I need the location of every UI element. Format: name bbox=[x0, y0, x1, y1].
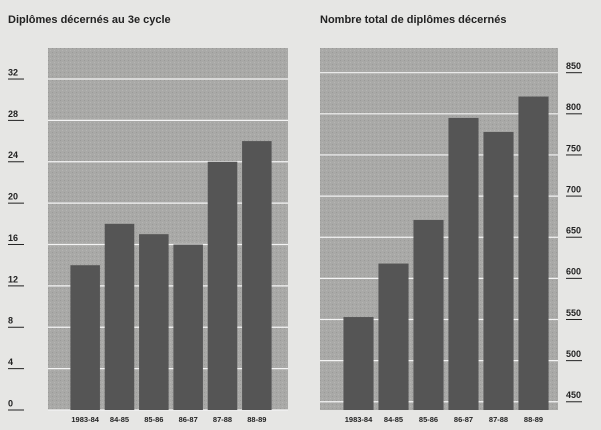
bar bbox=[518, 96, 549, 411]
bar bbox=[139, 234, 169, 410]
y-tick-label: 700 bbox=[566, 184, 581, 194]
x-tick-label: 86-87 bbox=[454, 415, 473, 424]
x-tick-label: 87-88 bbox=[213, 415, 232, 424]
bar bbox=[378, 263, 409, 410]
y-tick-label: 4 bbox=[8, 357, 13, 367]
bar bbox=[413, 219, 444, 410]
y-tick-label: 550 bbox=[566, 308, 581, 318]
x-tick-label: 88-89 bbox=[247, 415, 266, 424]
y-tick-label: 24 bbox=[8, 150, 18, 160]
y-tick-label: 0 bbox=[8, 398, 13, 408]
bar bbox=[343, 317, 374, 410]
y-tick-label: 650 bbox=[566, 226, 581, 236]
chart-title: Diplômes décernés au 3e cycle bbox=[8, 14, 171, 26]
y-tick-label: 750 bbox=[566, 143, 581, 153]
x-tick-label: 88-89 bbox=[524, 415, 543, 424]
y-tick-label: 28 bbox=[8, 109, 18, 119]
x-tick-label: 85-86 bbox=[419, 415, 438, 424]
y-tick-label: 450 bbox=[566, 390, 581, 400]
x-tick-label: 87-88 bbox=[489, 415, 508, 424]
bar bbox=[207, 161, 238, 410]
x-tick-label: 85-86 bbox=[144, 415, 163, 424]
bar bbox=[173, 244, 203, 410]
y-tick-label: 500 bbox=[566, 349, 581, 359]
bar bbox=[242, 141, 272, 411]
y-tick-label: 32 bbox=[8, 67, 18, 77]
y-tick-label: 12 bbox=[8, 274, 18, 284]
chart-title: Nombre total de diplômes décernés bbox=[320, 14, 506, 26]
x-tick-label: 84-85 bbox=[110, 415, 129, 424]
y-tick-label: 20 bbox=[8, 192, 18, 202]
x-tick-label: 84-85 bbox=[384, 415, 403, 424]
x-tick-label: 1983-84 bbox=[71, 415, 99, 424]
y-tick-label: 600 bbox=[566, 267, 581, 277]
bar bbox=[483, 131, 514, 410]
y-tick-label: 850 bbox=[566, 61, 581, 71]
bar bbox=[104, 223, 135, 410]
y-tick-label: 800 bbox=[566, 102, 581, 112]
bar bbox=[70, 265, 100, 410]
y-tick-label: 16 bbox=[8, 233, 18, 243]
x-tick-label: 1983-84 bbox=[345, 415, 373, 424]
y-tick-label: 8 bbox=[8, 316, 13, 326]
bar bbox=[448, 117, 479, 410]
x-tick-label: 86-87 bbox=[179, 415, 198, 424]
